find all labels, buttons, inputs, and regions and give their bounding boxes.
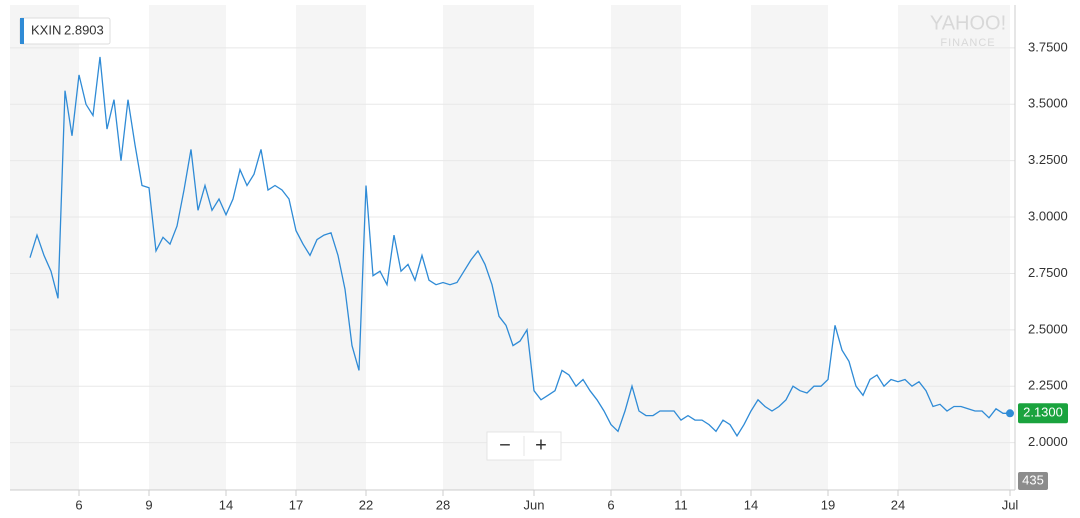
y-tick-label: 2.7500 <box>1028 265 1068 280</box>
band <box>149 5 226 490</box>
band <box>296 5 366 490</box>
volume-box <box>1018 472 1048 490</box>
x-tick-label: 17 <box>289 497 303 512</box>
legend: KXIN 2.8903 <box>19 17 111 45</box>
x-tick-label: 28 <box>436 497 450 512</box>
x-tick-label: 11 <box>674 497 688 512</box>
watermark: YAHOO! <box>930 12 1006 34</box>
band <box>443 5 534 490</box>
y-tick-label: 3.5000 <box>1028 96 1068 111</box>
y-tick-label: 2.0000 <box>1028 434 1068 449</box>
y-tick-label: 3.0000 <box>1028 208 1068 223</box>
x-tick-label: 6 <box>607 497 614 512</box>
y-tick-label: 3.7500 <box>1028 39 1068 54</box>
legend-name: KXIN <box>31 22 61 37</box>
grid <box>10 47 1015 444</box>
band <box>611 5 681 490</box>
volume-label: 435 <box>1022 472 1044 487</box>
band <box>10 5 79 490</box>
x-tick-label: 22 <box>359 497 373 512</box>
x-tick-label: 14 <box>219 497 233 512</box>
x-tick-label: 9 <box>145 497 152 512</box>
x-tick-label: 19 <box>821 497 835 512</box>
last-point <box>1006 409 1014 418</box>
x-tick-label: Jun <box>524 497 545 512</box>
legend-value: 2.8903 <box>64 22 104 37</box>
watermark: FINANCE <box>940 37 995 49</box>
y-tick-label: 3.2500 <box>1028 152 1068 167</box>
y-tick-label: 2.2500 <box>1028 378 1068 393</box>
price-line <box>29 56 1010 438</box>
bands <box>10 5 1010 490</box>
x-tick-label: Jul <box>1002 497 1019 512</box>
y-tick-label: 2.5000 <box>1028 321 1068 336</box>
band <box>751 5 828 490</box>
last-price-box <box>1018 403 1068 424</box>
last-price-label: 2.1300 <box>1023 405 1063 420</box>
zoom-in[interactable]: + <box>535 434 547 456</box>
x-tick-label: 24 <box>891 497 905 512</box>
zoom-controls[interactable]: − + <box>486 431 562 461</box>
legend-swatch <box>20 18 24 44</box>
x-tick-label: 6 <box>75 497 82 512</box>
band <box>898 5 1010 490</box>
x-tick-label: 14 <box>744 497 758 512</box>
zoom-out[interactable]: − <box>499 434 511 456</box>
